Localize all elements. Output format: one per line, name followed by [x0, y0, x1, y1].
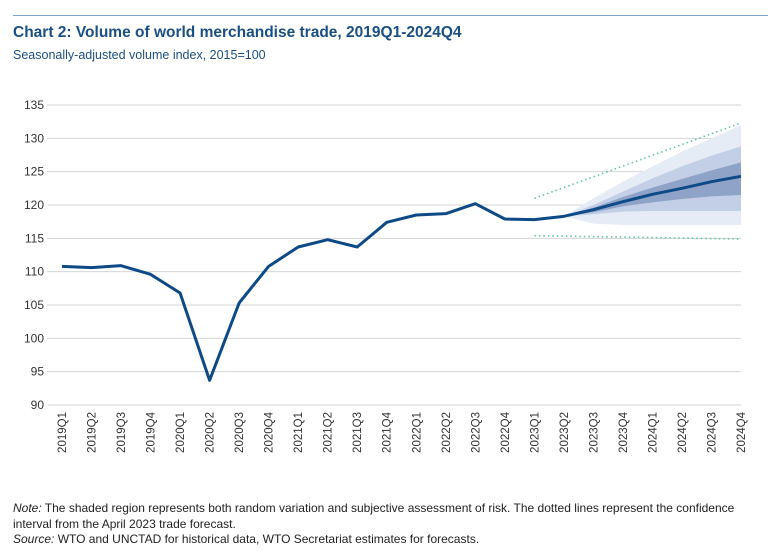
- fan-band-middle: [563, 146, 741, 217]
- x-tick-label: 2022Q2: [441, 412, 453, 453]
- y-tick-label: 100: [24, 331, 44, 345]
- y-tick-label: 120: [24, 198, 44, 212]
- y-tick-label: 125: [24, 165, 44, 179]
- y-tick-label: 115: [25, 231, 44, 245]
- fan-band-inner: [563, 162, 741, 217]
- y-tick-label: 105: [24, 298, 44, 312]
- source-label: Source:: [13, 532, 55, 546]
- x-tick-label: 2020Q1: [175, 412, 187, 453]
- y-tick-label: 95: [31, 365, 45, 379]
- x-tick-label: 2021Q4: [382, 411, 394, 453]
- x-tick-label: 2019Q3: [116, 412, 128, 453]
- series-line: [61, 174, 742, 382]
- x-tick-label: 2021Q1: [293, 412, 305, 453]
- note: Note: The shaded region represents both …: [13, 501, 753, 532]
- x-tick-label: 2023Q2: [559, 412, 571, 453]
- x-tick-label: 2022Q3: [470, 412, 482, 453]
- x-tick-label: 2020Q4: [264, 411, 276, 453]
- top-rule: [13, 15, 768, 16]
- x-tick-label: 2023Q4: [618, 411, 630, 453]
- x-tick-label: 2019Q2: [87, 412, 99, 453]
- notes: Note: The shaded region represents both …: [13, 501, 753, 548]
- y-tick-label: 130: [24, 131, 44, 145]
- x-tick-label: 2024Q4: [736, 411, 748, 453]
- x-tick-label: 2021Q3: [352, 412, 364, 453]
- x-tick-label: 2019Q1: [57, 412, 69, 453]
- x-tick-label: 2020Q2: [205, 412, 217, 453]
- x-tick-label: 2024Q2: [677, 412, 689, 453]
- confidence-upper-line: [534, 122, 742, 200]
- y-tick-label: 90: [31, 398, 45, 412]
- note-label: Note:: [13, 501, 42, 515]
- chart-subtitle: Seasonally-adjusted volume index, 2015=1…: [13, 48, 266, 62]
- confidence-lower-line: [534, 234, 742, 240]
- y-tick-label: 110: [25, 265, 44, 279]
- chart-title: Chart 2: Volume of world merchandise tra…: [13, 24, 462, 41]
- x-tick-label: 2024Q3: [706, 412, 718, 453]
- note-text: The shaded region represents both random…: [13, 501, 735, 531]
- x-tick-label: 2022Q1: [411, 412, 423, 453]
- x-tick-label: 2024Q1: [647, 412, 659, 453]
- y-tick-label: 135: [24, 98, 44, 112]
- x-tick-label: 2022Q4: [500, 411, 512, 453]
- source: Source: WTO and UNCTAD for historical da…: [13, 532, 753, 548]
- x-tick-label: 2019Q4: [146, 411, 158, 453]
- source-text: WTO and UNCTAD for historical data, WTO …: [54, 532, 480, 546]
- x-tick-label: 2021Q2: [323, 412, 335, 453]
- x-tick-label: 2023Q1: [529, 412, 541, 453]
- x-tick-label: 2023Q3: [588, 412, 600, 453]
- chart-area: 90 95 100 105 110 115 120 125 130 135 2019Q1 2019Q2…: [24, 98, 748, 453]
- x-tick-label: 2020Q3: [234, 412, 246, 453]
